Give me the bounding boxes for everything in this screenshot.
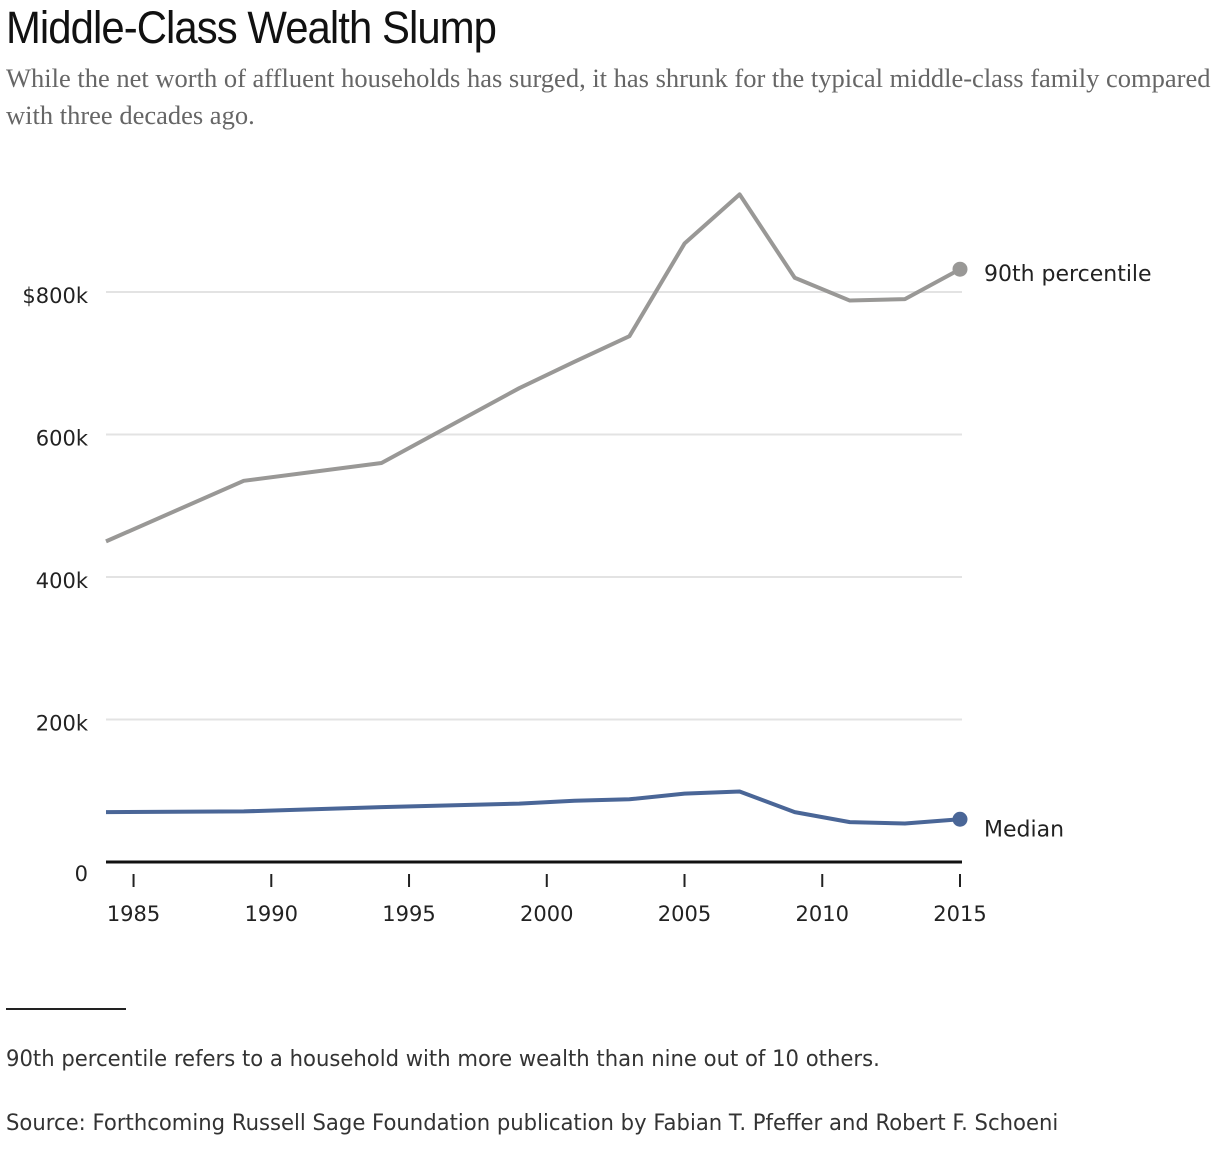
x-axis: 1985 1990 1995 2000 2005 2010 2015 (106, 860, 987, 926)
footnote-divider (6, 1008, 126, 1010)
end-point-marker (952, 811, 968, 827)
y-tick-label: 600k (36, 427, 89, 451)
line-chart: 0 200k 400k 600k $800k 1985 1990 1995 2000 2005 2… (22, 192, 1152, 926)
x-tick-label: 2000 (520, 902, 573, 926)
x-tick-label: 2005 (658, 902, 711, 926)
footnote: 90th percentile refers to a household wi… (6, 1046, 880, 1072)
x-tick-label: 1990 (245, 902, 298, 926)
series-line-90th-percentile (105, 192, 961, 544)
series-group: 90th percentile Median (105, 192, 1152, 842)
x-tick-label: 2010 (796, 902, 849, 926)
y-tick-label: 0 (75, 862, 88, 886)
x-tick-label: 2015 (933, 902, 986, 926)
chart-subtitle: While the net worth of affluent househol… (6, 63, 1211, 130)
y-tick-label: $800k (22, 284, 88, 308)
series-90th-percentile: 90th percentile (105, 192, 1152, 544)
series-line-median (105, 789, 961, 826)
chart-title: Middle-Class Wealth Slump (6, 2, 497, 53)
gridlines (106, 291, 962, 721)
x-tick-label: 1995 (382, 902, 435, 926)
y-axis: 0 200k 400k 600k $800k (22, 284, 88, 886)
end-point-marker (952, 261, 968, 277)
x-tick-label: 1985 (107, 902, 160, 926)
series-label-90th-percentile: 90th percentile (984, 262, 1152, 287)
y-tick-label: 400k (36, 569, 89, 593)
series-label-median: Median (984, 817, 1064, 842)
series-median: Median (105, 789, 1064, 842)
source-credit: Source: Forthcoming Russell Sage Foundat… (6, 1110, 1059, 1136)
y-tick-label: 200k (36, 712, 89, 736)
